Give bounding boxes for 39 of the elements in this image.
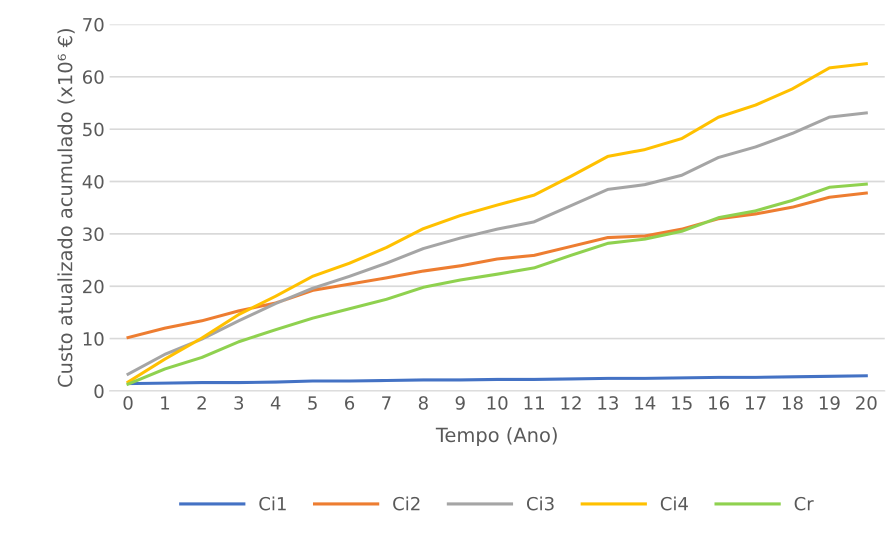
x-tick-label: 20	[856, 396, 877, 410]
x-tick-label: 6	[345, 396, 354, 410]
x-tick-label: 11	[524, 396, 544, 410]
y-tick-label: 70	[83, 18, 104, 32]
x-tick-label: 1	[161, 396, 170, 410]
x-tick-label: 14	[635, 396, 656, 410]
y-tick-label: 10	[84, 332, 104, 346]
y-tick-label: 40	[82, 174, 104, 189]
legend-label: Ci2	[393, 496, 420, 510]
x-tick-label: 5	[308, 396, 317, 410]
legend-label: Ci3	[526, 496, 554, 510]
x-tick-label: 19	[820, 396, 840, 410]
x-tick-label: 15	[672, 396, 692, 410]
line-series	[126, 62, 868, 384]
y-tick-label: 60	[83, 70, 104, 84]
x-tick-label: 8	[418, 396, 428, 410]
x-axis-title: Tempo (Ano)	[436, 427, 557, 446]
x-tick-label: 10	[488, 396, 508, 410]
y-tick-label: 50	[83, 122, 104, 136]
y-tick-label: 0	[94, 384, 104, 398]
legend-label: Ci1	[259, 496, 286, 510]
line-series	[126, 111, 868, 376]
x-tick-label: 4	[270, 396, 280, 410]
legend-label: Cr	[794, 496, 814, 510]
x-tick-label: 18	[782, 396, 803, 410]
x-tick-label: 3	[234, 396, 244, 410]
x-tick-label: 0	[123, 396, 133, 410]
y-tick-label: 30	[83, 227, 104, 241]
x-tick-label: 7	[382, 396, 391, 410]
x-tick-label: 16	[709, 396, 730, 410]
y-axis-title: Custo atualizado acumulado (x10⁶ €)	[57, 29, 75, 387]
x-tick-label: 17	[746, 396, 766, 410]
legend-label: Ci4	[660, 496, 688, 510]
y-tick-label: 20	[83, 280, 104, 294]
x-tick-label: 9	[456, 396, 465, 410]
x-tick-label: 13	[598, 396, 618, 410]
x-tick-label: 2	[197, 396, 206, 410]
x-tick-label: 12	[562, 396, 581, 410]
line-series	[126, 182, 868, 386]
